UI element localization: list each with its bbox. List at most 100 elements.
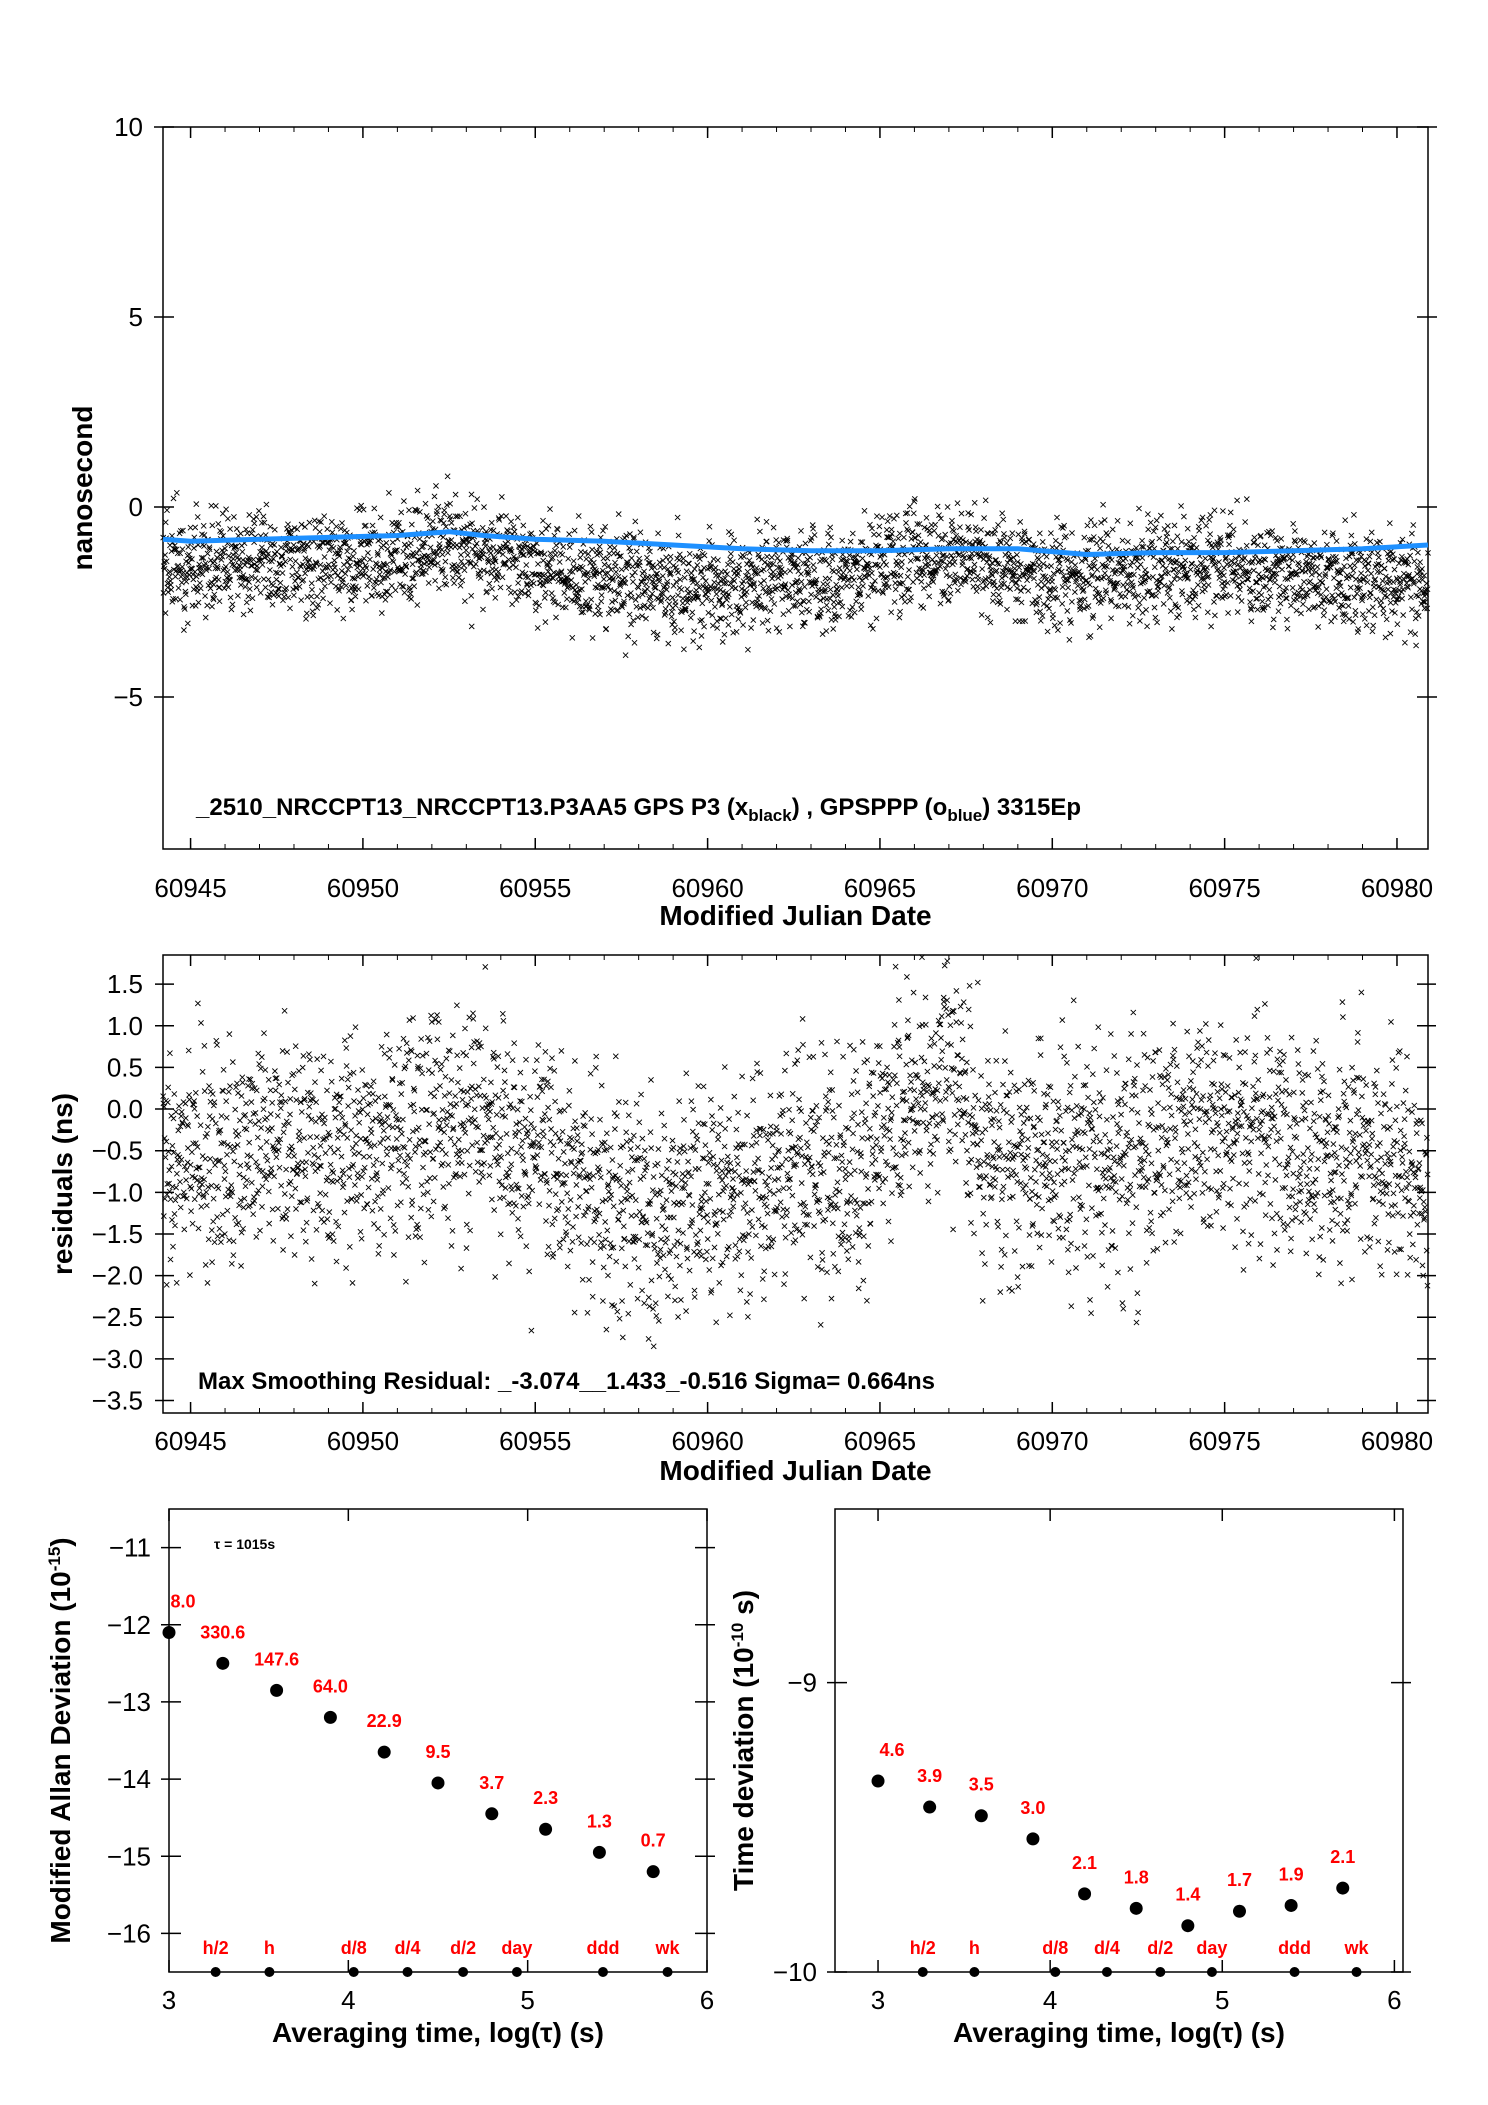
residual-point [558, 1198, 565, 1205]
p3-point [1375, 554, 1382, 561]
p3-point [328, 518, 335, 525]
p3-point [534, 625, 541, 631]
p3-point [1319, 579, 1326, 586]
p3-point [751, 580, 757, 587]
p3-point [427, 544, 434, 551]
residual-point [665, 1157, 672, 1164]
p3-point [1370, 622, 1377, 629]
residual-point [449, 1113, 456, 1119]
p3-point [378, 610, 385, 617]
residual-point [357, 1109, 364, 1116]
residual-point [370, 1078, 377, 1085]
p3-point [1178, 538, 1185, 545]
p3-point [283, 548, 289, 554]
p3-point [1163, 533, 1170, 540]
residual-point [393, 1136, 400, 1142]
p3-point [859, 577, 865, 584]
residual-point [696, 1211, 703, 1218]
p3-point [647, 594, 654, 601]
p3-point [589, 635, 596, 641]
residual-point [324, 1087, 330, 1094]
p3-point [993, 567, 1000, 574]
residual-point [481, 1160, 488, 1167]
p3-point [883, 526, 890, 533]
p3-point [447, 516, 454, 523]
p3-point [1021, 528, 1028, 535]
p3-point [647, 600, 654, 607]
residual-point [748, 1207, 755, 1214]
residual-point [308, 1256, 315, 1262]
residual-point [310, 1207, 317, 1214]
p3-point [1421, 605, 1428, 612]
p3-point [280, 597, 286, 604]
p3-point [603, 625, 610, 632]
p3-point [1166, 594, 1173, 601]
residual-point [586, 1276, 592, 1283]
p3-point [316, 544, 323, 551]
p3-point [784, 537, 791, 544]
residual-point [696, 1248, 703, 1255]
p3-point [1151, 564, 1158, 571]
residual-point [211, 1239, 218, 1246]
residual-point [603, 1326, 610, 1333]
residual-point [257, 1227, 263, 1234]
p3-point [951, 559, 958, 565]
residual-point [402, 1063, 409, 1070]
residual-point [582, 1109, 589, 1116]
residual-point [188, 1208, 195, 1215]
p3-point [160, 589, 167, 596]
p3-point [332, 569, 339, 576]
residual-point [713, 1220, 720, 1227]
p3-point [990, 591, 997, 598]
residual-point [604, 1227, 611, 1234]
residual-point [522, 1115, 529, 1122]
residual-point [746, 1218, 753, 1225]
p3-point [953, 532, 960, 539]
p3-point [1089, 571, 1096, 578]
residual-point [573, 1125, 580, 1132]
p3-point [1109, 526, 1116, 533]
p3-point [366, 577, 373, 584]
p3-point [285, 521, 291, 528]
p3-point [1108, 557, 1115, 563]
residual-point [514, 1106, 521, 1113]
p3-point [349, 575, 356, 582]
residual-point [229, 1059, 236, 1066]
p3-point [1229, 531, 1236, 538]
p3-point [619, 604, 626, 611]
residual-point [730, 1175, 736, 1182]
residual-point [397, 1199, 404, 1206]
p3-point [448, 537, 455, 543]
residual-point [262, 1152, 269, 1159]
residual-point [721, 1143, 728, 1150]
p3-point [968, 550, 975, 557]
p3-point [1345, 602, 1352, 609]
p3-point [977, 554, 984, 560]
residual-point [559, 1128, 566, 1135]
p3-point [201, 532, 208, 538]
residual-point [439, 1106, 446, 1113]
p3-point [676, 551, 683, 558]
residual-point [404, 1162, 411, 1169]
p3-point [233, 525, 240, 532]
p3-point [1010, 560, 1017, 567]
residual-point [350, 1161, 357, 1168]
residual-point [475, 1124, 482, 1131]
p3-point [884, 518, 891, 525]
residual-point [447, 1112, 454, 1118]
p3-point [196, 580, 203, 586]
p3-point [171, 546, 178, 553]
p3-point [242, 576, 249, 583]
p3-point [867, 622, 874, 629]
residual-point [562, 1160, 568, 1167]
p3-point [798, 578, 805, 585]
p3-point [360, 506, 367, 513]
p3-point [1163, 539, 1170, 546]
p3-point [1101, 517, 1108, 524]
residual-point [248, 1179, 255, 1186]
p3-point [387, 592, 393, 598]
residual-point [314, 1165, 321, 1172]
p3-point [194, 514, 201, 520]
residual-point [563, 1172, 570, 1179]
p3-point [811, 532, 818, 538]
